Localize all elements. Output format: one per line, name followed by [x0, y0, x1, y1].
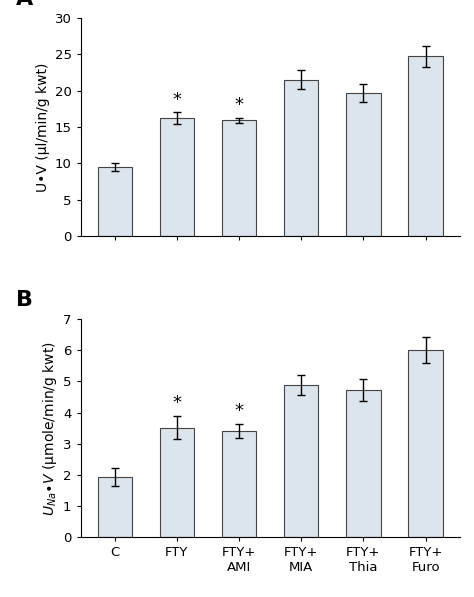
Text: A: A [16, 0, 33, 9]
Text: *: * [235, 402, 244, 420]
Bar [98, 477, 132, 537]
Bar [346, 93, 381, 236]
Text: B: B [16, 290, 33, 310]
Bar [346, 390, 381, 537]
Bar [222, 430, 256, 537]
Text: *: * [173, 91, 182, 109]
Bar [98, 167, 132, 236]
Bar [222, 121, 256, 236]
Bar [160, 118, 194, 236]
Text: *: * [173, 394, 182, 412]
Bar [284, 80, 319, 236]
Y-axis label: U•V (μl/min/g kwt): U•V (μl/min/g kwt) [36, 62, 50, 192]
Text: *: * [235, 96, 244, 113]
Bar [409, 350, 443, 537]
Bar [409, 57, 443, 236]
Bar [284, 385, 319, 537]
Bar [160, 427, 194, 537]
Y-axis label: $U_{Na}{\bullet}V$ (μmole/min/g kwt): $U_{Na}{\bullet}V$ (μmole/min/g kwt) [41, 341, 59, 516]
